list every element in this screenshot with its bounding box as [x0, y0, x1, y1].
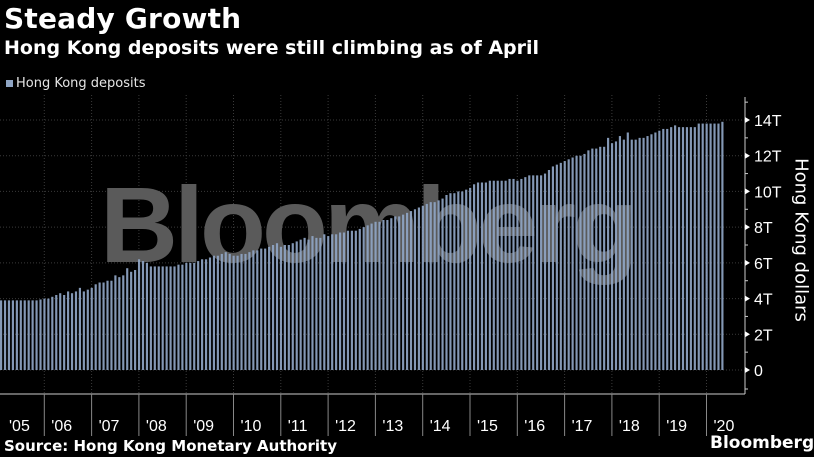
brand-label: Bloomberg — [710, 433, 814, 453]
svg-text:'16: '16 — [524, 418, 545, 435]
svg-text:'19: '19 — [666, 418, 687, 435]
svg-text:14T: 14T — [754, 113, 782, 130]
legend: Hong Kong deposits — [6, 76, 146, 91]
svg-text:'17: '17 — [572, 418, 593, 435]
svg-text:6T: 6T — [754, 256, 773, 273]
svg-text:'13: '13 — [382, 418, 403, 435]
svg-text:12T: 12T — [754, 149, 782, 166]
svg-text:4T: 4T — [754, 292, 773, 309]
legend-label: Hong Kong deposits — [16, 76, 146, 91]
svg-text:'18: '18 — [619, 418, 640, 435]
svg-text:2T: 2T — [754, 327, 773, 344]
svg-text:'11: '11 — [288, 418, 308, 435]
bloomberg-brand: Bloomberg — [710, 433, 814, 453]
svg-text:'08: '08 — [146, 418, 167, 435]
source-note: Source: Hong Kong Monetary Authority — [4, 437, 337, 455]
svg-text:0: 0 — [754, 363, 763, 380]
svg-text:'07: '07 — [99, 418, 120, 435]
svg-text:'14: '14 — [430, 418, 451, 435]
y-axis-label: Hong Kong dollars — [790, 158, 812, 322]
svg-text:'15: '15 — [477, 418, 498, 435]
svg-text:'20: '20 — [714, 418, 735, 435]
axes: 0 2T 4T 6T 8T 10T 12T 14T '05 '06 '07 '08 '09 '10 '11 '… — [0, 97, 782, 436]
svg-text:8T: 8T — [754, 220, 773, 237]
legend-swatch-icon — [6, 80, 13, 87]
chart-title: Steady Growth — [4, 2, 242, 35]
svg-text:10T: 10T — [754, 184, 782, 201]
svg-text:'05: '05 — [9, 418, 30, 435]
bars — [0, 121, 724, 370]
svg-text:'10: '10 — [241, 418, 262, 435]
svg-text:'12: '12 — [335, 418, 356, 435]
chart-subtitle: Hong Kong deposits were still climbing a… — [4, 37, 540, 59]
svg-text:'06: '06 — [51, 418, 72, 435]
svg-text:'09: '09 — [193, 418, 214, 435]
